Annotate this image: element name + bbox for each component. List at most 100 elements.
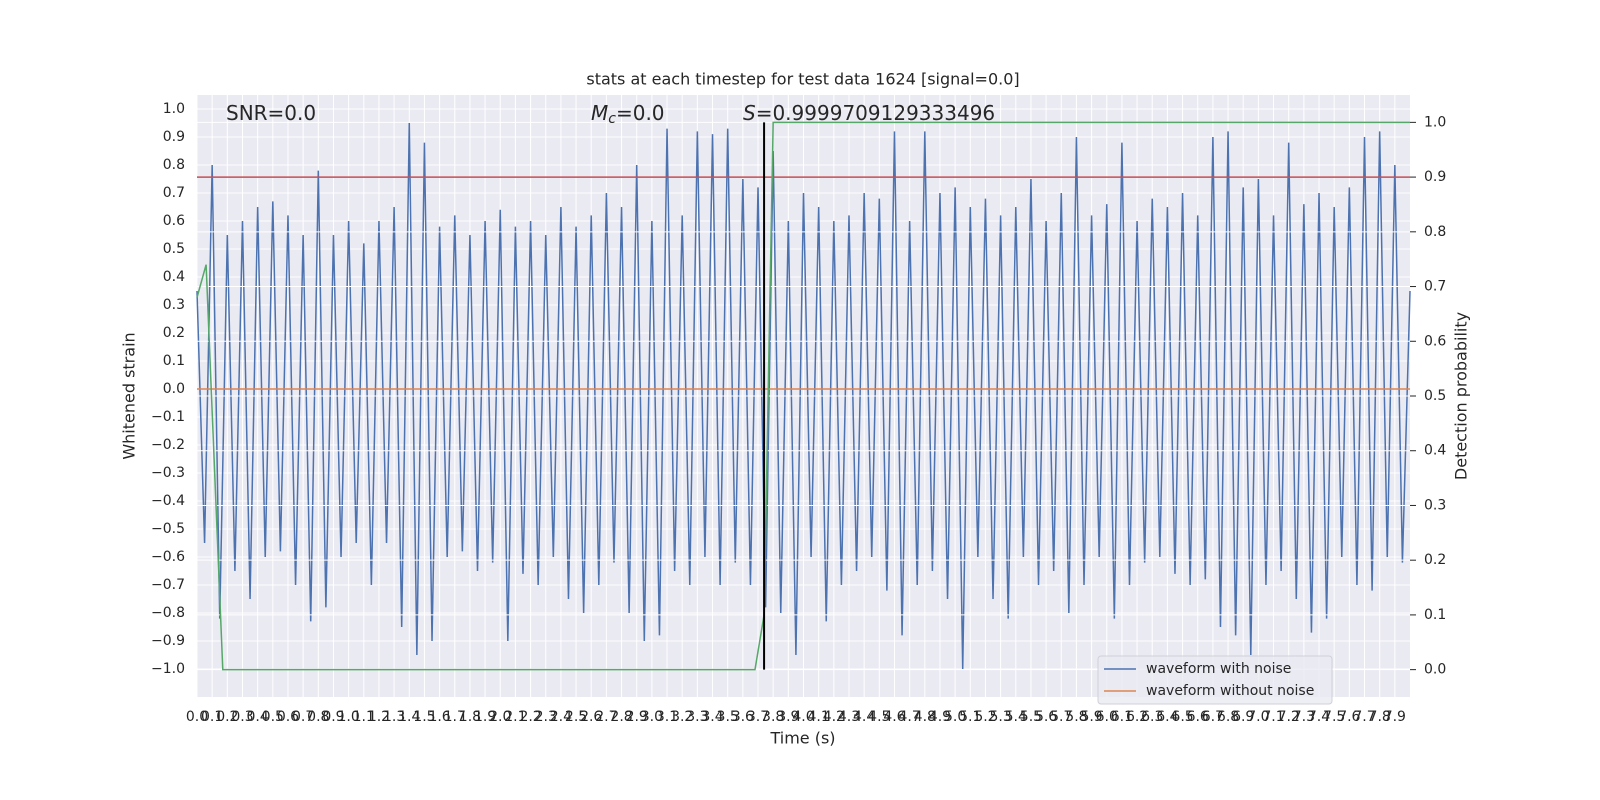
x-tick-label: 1.7 [444,709,466,725]
x-tick-label: 0.2 [216,709,238,725]
y2-tick-label: 0.0 [1424,662,1446,678]
x-tick-label: 1.9 [474,709,496,725]
x-tick-label: 3.4 [701,709,723,725]
x-tick-label: 3.3 [686,709,708,725]
x-tick-label: 6.3 [1141,709,1163,725]
y-tick-label: 0.5 [163,241,185,257]
y2-tick-label: 0.1 [1424,607,1446,623]
x-tick-label: 3.8 [762,709,784,725]
x-tick-label: 7.9 [1384,709,1406,725]
y-tick-label: 0.4 [163,269,185,285]
y-tick-label: 0.2 [163,325,185,341]
y-tick-label: 0.3 [163,297,185,313]
x-tick-label: 7.4 [1308,709,1330,725]
y-tick-label: −0.9 [151,633,185,649]
x-tick-label: 6.7 [1202,709,1224,725]
x-tick-label: 6.8 [1217,709,1239,725]
annotation: Mc=0.0 [591,101,665,128]
x-tick-label: 1.2 [368,709,390,725]
x-tick-label: 2.9 [626,709,648,725]
annotation-symbol: M [591,101,608,125]
y-tick-label: 0.6 [163,213,185,229]
x-tick-label: 7.7 [1353,709,1375,725]
x-tick-label: 6.6 [1187,709,1209,725]
x-tick-label: 6.4 [1156,709,1178,725]
x-tick-label: 5.9 [1080,709,1102,725]
annotation: SNR=0.0 [226,101,316,125]
annotation-text: =0.0 [616,101,665,125]
x-tick-label: 1.3 [383,709,405,725]
x-tick-label: 7.0 [1247,709,1269,725]
legend-box [1097,655,1333,705]
y-tick-label: −0.2 [151,437,185,453]
y-tick-label: −0.3 [151,465,185,481]
x-tick-label: 0.3 [231,709,253,725]
x-tick-label: 7.3 [1293,709,1315,725]
y2-tick-label: 0.9 [1424,169,1446,185]
x-tick-label: 0.8 [307,709,329,725]
x-tick-label: 0.0 [186,709,208,725]
x-tick-label: 4.6 [883,709,905,725]
x-tick-label: 0.4 [247,709,269,725]
x-tick-label: 2.8 [610,709,632,725]
x-tick-label: 2.6 [580,709,602,725]
x-tick-label: 3.6 [732,709,754,725]
x-tick-label: 4.4 [853,709,875,725]
y-tick-label: 0.9 [163,129,185,145]
x-tick-label: 5.8 [1065,709,1087,725]
legend-label: waveform without noise [1146,683,1314,699]
y-tick-label: −0.6 [151,549,185,565]
x-tick-label: 4.8 [914,709,936,725]
x-tick-label: 6.2 [1126,709,1148,725]
x-tick-label: 5.5 [1020,709,1042,725]
series-line [196,122,1411,670]
x-tick-label: 4.2 [823,709,845,725]
x-tick-label: 0.5 [262,709,284,725]
x-tick-label: 5.6 [1035,709,1057,725]
x-tick-label: 0.6 [277,709,299,725]
x-tick-label: 2.2 [519,709,541,725]
annotation: S=0.9999709129333496 [743,101,995,125]
x-tick-label: 1.5 [413,709,435,725]
y2-axis-label: Detection probability [1452,312,1471,480]
x-tick-label: 5.3 [989,709,1011,725]
y-tick-label: −0.4 [151,493,185,509]
y-tick-label: −0.8 [151,605,185,621]
x-tick-label: 4.7 [899,709,921,725]
x-tick-label: 1.0 [337,709,359,725]
y2-tick-label: 0.8 [1424,224,1446,240]
y-tick-label: −1.0 [151,661,185,677]
x-tick-label: 4.0 [792,709,814,725]
y-tick-label: 1.0 [163,101,185,117]
x-tick-label: 6.0 [1096,709,1118,725]
x-tick-label: 3.5 [717,709,739,725]
y2-tick-label: 0.7 [1424,279,1446,295]
x-tick-label: 5.1 [959,709,981,725]
x-tick-label: 3.0 [641,709,663,725]
annotation-subscript: c [608,111,616,127]
x-tick-label: 0.9 [322,709,344,725]
y-axis-label: Whitened strain [120,332,139,459]
x-tick-label: 5.7 [1050,709,1072,725]
x-tick-label: 1.4 [398,709,420,725]
y-tick-label: −0.1 [151,409,185,425]
y-tick-label: 0.1 [163,353,185,369]
x-tick-label: 7.5 [1323,709,1345,725]
y2-tick-label: 1.0 [1424,114,1446,130]
x-tick-label: 7.8 [1369,709,1391,725]
y-tick-label: 0.7 [163,185,185,201]
y2-tick-label: 0.2 [1424,552,1446,568]
x-tick-label: 4.1 [808,709,830,725]
annotation-text: SNR=0.0 [226,101,316,125]
chart-title: stats at each timestep for test data 162… [586,70,1019,89]
x-tick-label: 6.9 [1232,709,1254,725]
x-tick-label: 0.1 [201,709,223,725]
x-tick-label: 5.4 [1005,709,1027,725]
x-tick-label: 4.3 [838,709,860,725]
x-tick-label: 2.1 [504,709,526,725]
x-tick-label: 6.5 [1171,709,1193,725]
x-tick-label: 2.4 [550,709,572,725]
x-tick-label: 4.5 [868,709,890,725]
x-tick-label: 1.1 [353,709,375,725]
